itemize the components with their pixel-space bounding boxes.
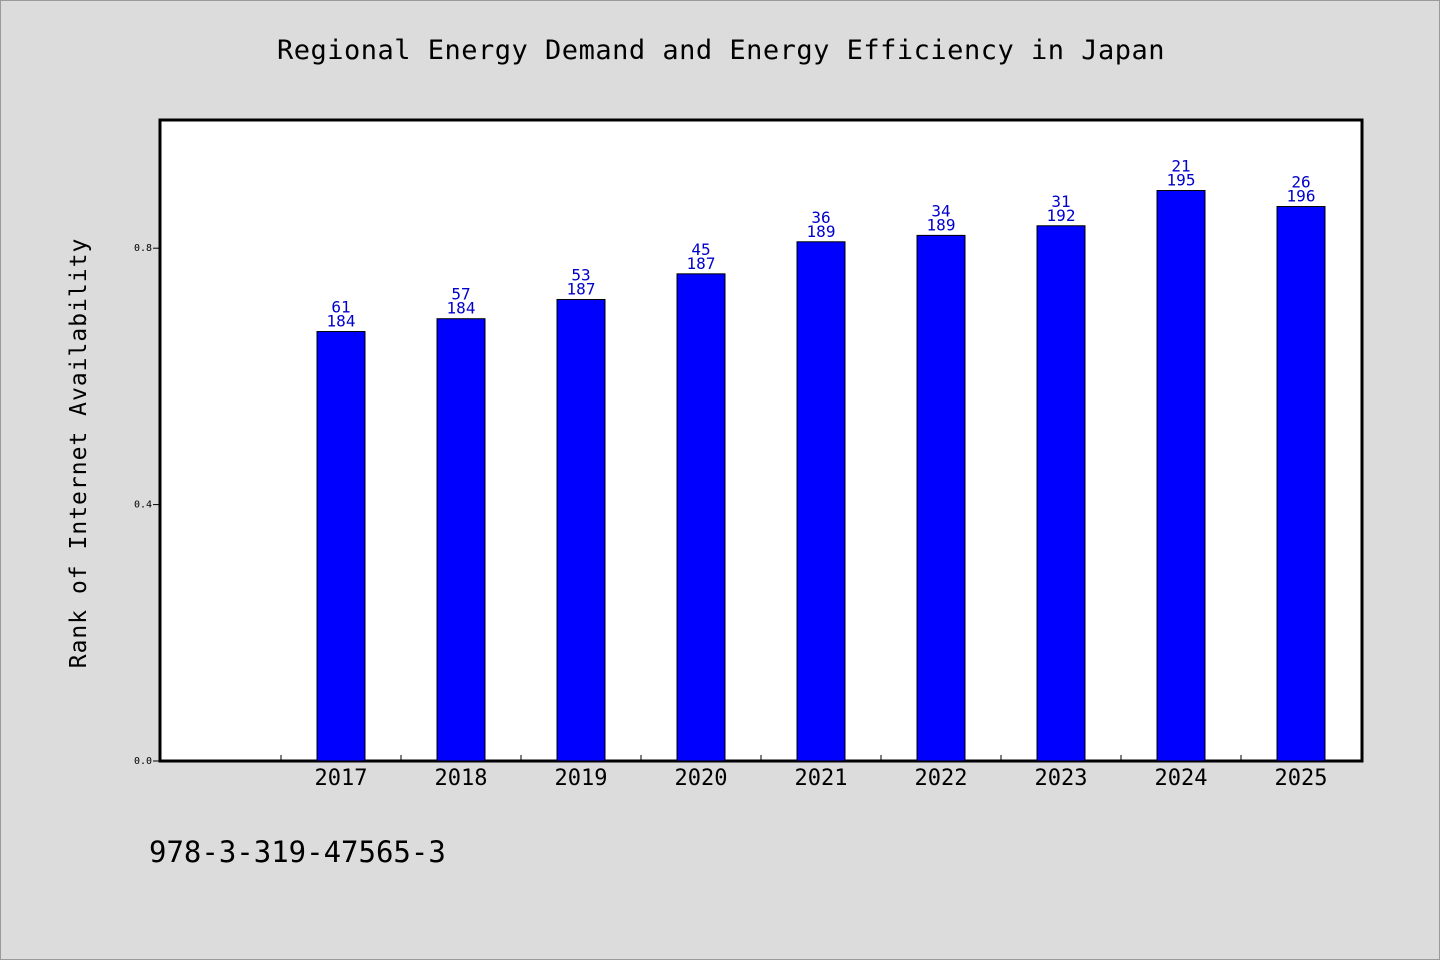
- bar-data-labels: 6118457184531874518736189341893119221195…: [327, 157, 1316, 331]
- bar: [916, 234, 966, 762]
- y-axis-ticks: 0.0 0.4 0.8: [134, 243, 160, 767]
- bar: [316, 331, 366, 762]
- x-tick-label: 2020: [675, 766, 728, 791]
- bar-series: [316, 190, 1326, 762]
- y-tick-label: 0.0: [134, 756, 152, 767]
- bar: [1276, 206, 1326, 762]
- y-axis-label: Rank of Internet Availability: [66, 238, 92, 669]
- bar: [436, 318, 486, 762]
- bar-label-top: 31: [1051, 192, 1070, 211]
- bar-label-bottom: 195: [1167, 171, 1196, 190]
- x-tick-label: 2021: [795, 766, 848, 791]
- bar-label-top: 57: [451, 285, 470, 304]
- bar-label-top: 34: [931, 201, 950, 220]
- bar-label-top: 36: [811, 208, 830, 227]
- x-tick-label: 2022: [915, 766, 968, 791]
- bar-label-bottom: 196: [1287, 187, 1316, 206]
- x-tick-label: 2017: [315, 766, 368, 791]
- bar-label-bottom: 187: [687, 254, 716, 273]
- bar-label-top: 21: [1171, 157, 1190, 176]
- x-axis-ticks: 2017 2018 2019 2020 2021 2022 2023 2024 2025: [280, 755, 1362, 791]
- bar: [796, 241, 846, 762]
- bar-label-bottom: 189: [807, 222, 836, 241]
- bar: [556, 298, 606, 762]
- x-tick-label: 2023: [1035, 766, 1088, 791]
- x-tick-label: 2025: [1275, 766, 1328, 791]
- bar-label-bottom: 184: [327, 312, 356, 331]
- isbn-footer: 978-3-319-47565-3: [149, 835, 446, 869]
- bar: [1156, 190, 1206, 762]
- bar-label-bottom: 189: [927, 215, 956, 234]
- bar-label-top: 26: [1291, 173, 1310, 192]
- y-tick-label: 0.8: [134, 243, 152, 254]
- bar-label-top: 45: [691, 240, 710, 259]
- bar-label-top: 53: [571, 265, 590, 284]
- bar-label-top: 61: [331, 298, 350, 317]
- x-tick-label: 2024: [1155, 766, 1208, 791]
- x-tick-label: 2018: [435, 766, 488, 791]
- bar: [676, 273, 726, 762]
- bar: [1036, 225, 1086, 762]
- bar-label-bottom: 184: [447, 299, 476, 318]
- bar-label-bottom: 192: [1047, 206, 1076, 225]
- chart-title: Regional Energy Demand and Energy Effici…: [276, 35, 1166, 66]
- y-tick-label: 0.4: [134, 500, 152, 511]
- x-tick-label: 2019: [555, 766, 608, 791]
- bar-label-bottom: 187: [567, 279, 596, 298]
